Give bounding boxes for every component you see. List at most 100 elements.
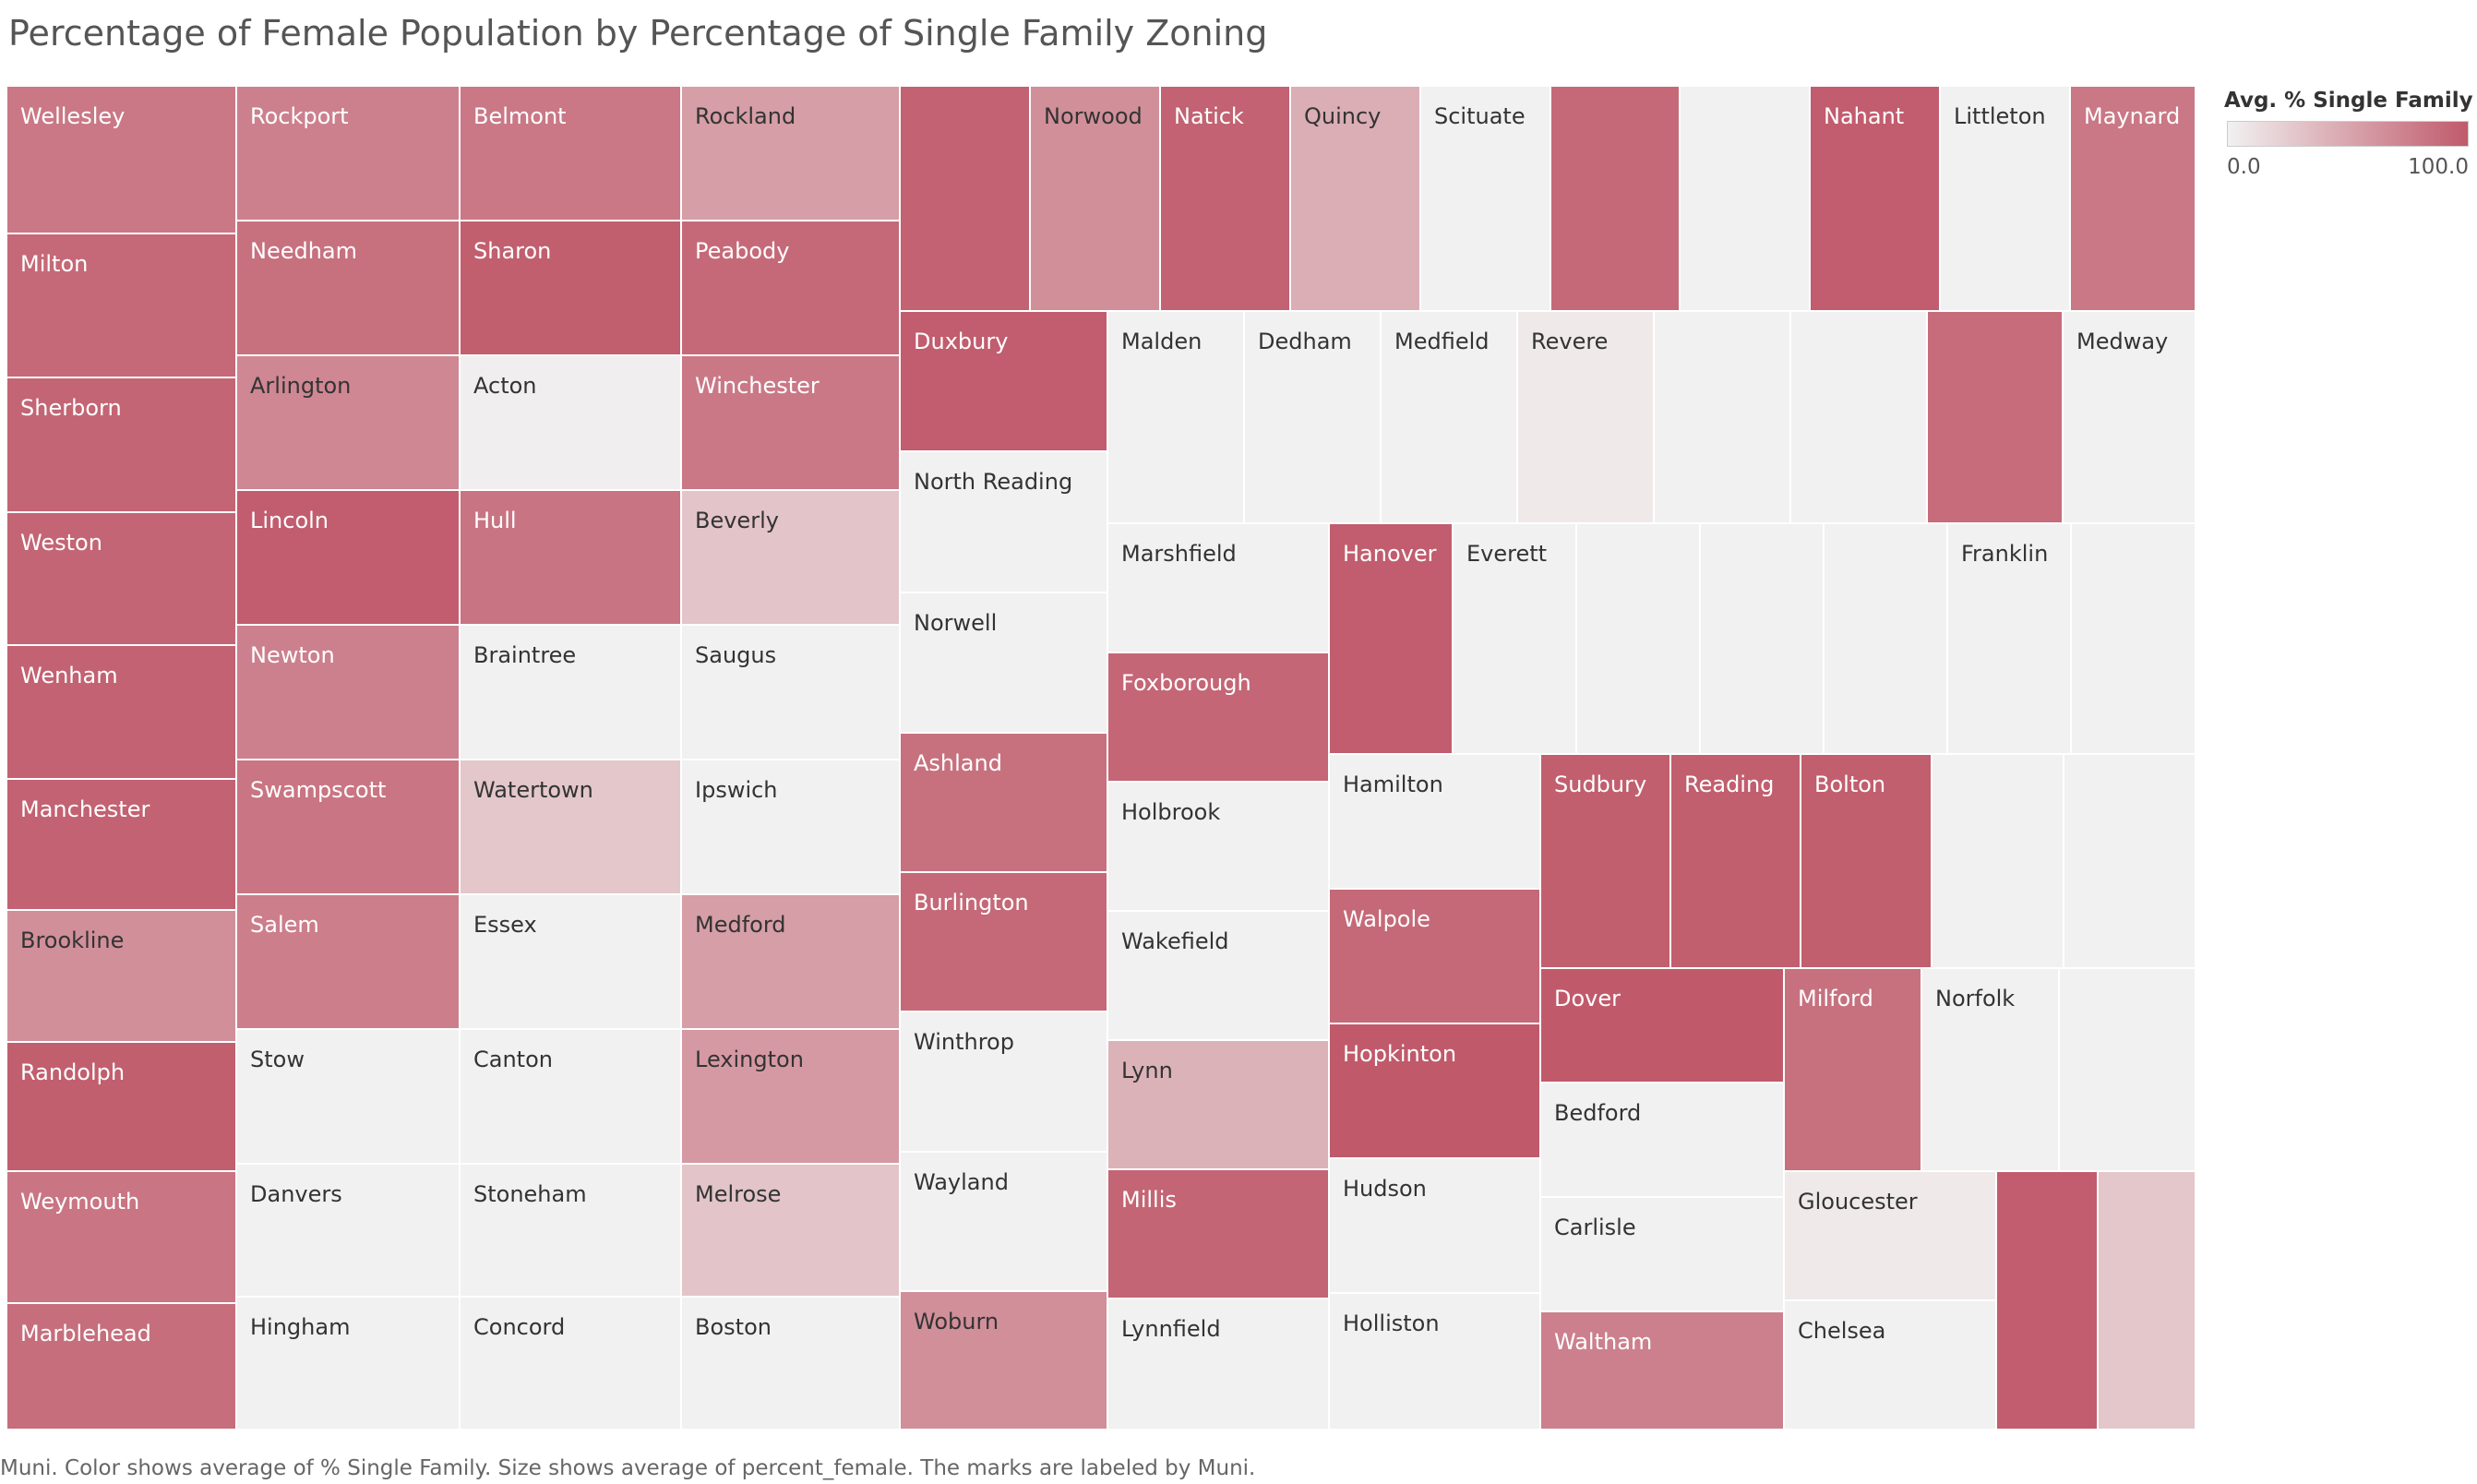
cell-salem[interactable]: Salem [237,895,461,1030]
cell-lincoln[interactable]: Lincoln [237,491,461,626]
cell-revere[interactable]: Revere [1518,312,1655,524]
cell-unlabeled[interactable] [1791,312,1928,524]
cell-chelsea[interactable]: Chelsea [1785,1301,1997,1430]
cell-lexington[interactable]: Lexington [682,1030,901,1165]
cell-malden[interactable]: Malden [1108,312,1245,524]
cell-quincy[interactable]: Quincy [1291,87,1421,312]
cell-concord[interactable]: Concord [461,1298,682,1430]
cell-peabody[interactable]: Peabody [682,221,901,356]
cell-sharon[interactable]: Sharon [461,221,682,356]
cell-lynn[interactable]: Lynn [1108,1041,1330,1170]
cell-north-reading[interactable]: North Reading [901,452,1108,593]
cell-weston[interactable]: Weston [7,513,237,646]
cell-franklin[interactable]: Franklin [1948,524,2072,755]
cell-unlabeled[interactable] [2064,755,2196,969]
cell-hingham[interactable]: Hingham [237,1298,461,1430]
cell-danvers[interactable]: Danvers [237,1165,461,1298]
cell-medfield[interactable]: Medfield [1382,312,1518,524]
cell-milton[interactable]: Milton [7,234,237,378]
cell-dover[interactable]: Dover [1541,969,1785,1083]
cell-millis[interactable]: Millis [1108,1170,1330,1299]
cell-sherborn[interactable]: Sherborn [7,378,237,513]
cell-rockport[interactable]: Rockport [237,87,461,221]
cell-waltham[interactable]: Waltham [1541,1312,1785,1430]
cell-wellesley[interactable]: Wellesley [7,87,237,234]
cell-swampscott[interactable]: Swampscott [237,760,461,895]
cell-unlabeled[interactable] [901,87,1031,312]
cell-reading[interactable]: Reading [1671,755,1801,969]
cell-littleton[interactable]: Littleton [1941,87,2071,312]
cell-unlabeled[interactable] [1577,524,1701,755]
cell-acton[interactable]: Acton [461,356,682,491]
cell-unlabeled[interactable] [2099,1172,2196,1430]
cell-burlington[interactable]: Burlington [901,873,1108,1012]
cell-dedham[interactable]: Dedham [1245,312,1382,524]
cell-unlabeled[interactable] [1655,312,1791,524]
cell-sudbury[interactable]: Sudbury [1541,755,1671,969]
cell-scituate[interactable]: Scituate [1421,87,1551,312]
cell-bolton[interactable]: Bolton [1801,755,1933,969]
cell-canton[interactable]: Canton [461,1030,682,1165]
cell-ipswich[interactable]: Ipswich [682,760,901,895]
cell-lynnfield[interactable]: Lynnfield [1108,1299,1330,1430]
cell-norwood[interactable]: Norwood [1031,87,1161,312]
cell-belmont[interactable]: Belmont [461,87,682,221]
cell-natick[interactable]: Natick [1161,87,1291,312]
cell-watertown[interactable]: Watertown [461,760,682,895]
cell-randolph[interactable]: Randolph [7,1043,237,1172]
cell-marblehead[interactable]: Marblehead [7,1304,237,1430]
cell-hudson[interactable]: Hudson [1330,1159,1541,1294]
cell-saugus[interactable]: Saugus [682,626,901,760]
cell-bedford[interactable]: Bedford [1541,1083,1785,1198]
cell-rockland[interactable]: Rockland [682,87,901,221]
cell-essex[interactable]: Essex [461,895,682,1030]
cell-winthrop[interactable]: Winthrop [901,1012,1108,1153]
cell-unlabeled[interactable] [1701,524,1825,755]
cell-hull[interactable]: Hull [461,491,682,626]
cell-milford[interactable]: Milford [1785,969,1922,1172]
cell-unlabeled[interactable] [1551,87,1681,312]
cell-hamilton[interactable]: Hamilton [1330,755,1541,890]
cell-needham[interactable]: Needham [237,221,461,356]
cell-duxbury[interactable]: Duxbury [901,312,1108,452]
cell-unlabeled[interactable] [1681,87,1811,312]
cell-stoneham[interactable]: Stoneham [461,1165,682,1298]
cell-everett[interactable]: Everett [1454,524,1577,755]
cell-marshfield[interactable]: Marshfield [1108,524,1330,653]
cell-foxborough[interactable]: Foxborough [1108,653,1330,783]
cell-hanover[interactable]: Hanover [1330,524,1454,755]
cell-beverly[interactable]: Beverly [682,491,901,626]
cell-wakefield[interactable]: Wakefield [1108,912,1330,1041]
cell-brookline[interactable]: Brookline [7,911,237,1043]
cell-carlisle[interactable]: Carlisle [1541,1198,1785,1312]
cell-wenham[interactable]: Wenham [7,646,237,780]
cell-medway[interactable]: Medway [2064,312,2196,524]
cell-gloucester[interactable]: Gloucester [1785,1172,1997,1301]
cell-unlabeled[interactable] [1933,755,2064,969]
cell-unlabeled[interactable] [2072,524,2196,755]
cell-weymouth[interactable]: Weymouth [7,1172,237,1304]
cell-stow[interactable]: Stow [237,1030,461,1165]
cell-unlabeled[interactable] [2060,969,2196,1172]
cell-holbrook[interactable]: Holbrook [1108,783,1330,912]
cell-wayland[interactable]: Wayland [901,1153,1108,1292]
cell-unlabeled[interactable] [1825,524,1948,755]
cell-boston[interactable]: Boston [682,1298,901,1430]
cell-melrose[interactable]: Melrose [682,1165,901,1298]
cell-holliston[interactable]: Holliston [1330,1294,1541,1430]
cell-norfolk[interactable]: Norfolk [1922,969,2060,1172]
cell-medford[interactable]: Medford [682,895,901,1030]
cell-arlington[interactable]: Arlington [237,356,461,491]
cell-newton[interactable]: Newton [237,626,461,760]
cell-ashland[interactable]: Ashland [901,734,1108,873]
cell-woburn[interactable]: Woburn [901,1292,1108,1430]
cell-walpole[interactable]: Walpole [1330,890,1541,1024]
cell-unlabeled[interactable] [1928,312,2064,524]
cell-nahant[interactable]: Nahant [1811,87,1941,312]
cell-winchester[interactable]: Winchester [682,356,901,491]
cell-norwell[interactable]: Norwell [901,593,1108,734]
cell-braintree[interactable]: Braintree [461,626,682,760]
cell-unlabeled[interactable] [1997,1172,2099,1430]
cell-manchester[interactable]: Manchester [7,780,237,911]
cell-hopkinton[interactable]: Hopkinton [1330,1024,1541,1159]
